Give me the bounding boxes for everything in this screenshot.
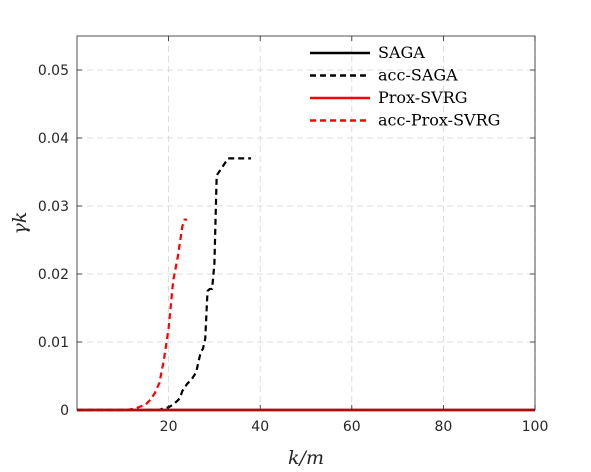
legend-label: acc-SAGA <box>378 66 458 85</box>
x-tick-label: 100 <box>522 419 549 435</box>
y-tick-label: 0.03 <box>38 199 69 215</box>
axis-ticks <box>77 36 536 411</box>
legend-label: Prox-SVRG <box>378 88 468 107</box>
x-tick-label: 20 <box>160 419 178 435</box>
series-line-acc-saga <box>77 157 252 412</box>
x-tick-label: 60 <box>343 419 361 435</box>
y-tick-label: 0.05 <box>38 63 69 79</box>
y-tick-label: 0.04 <box>38 131 69 147</box>
plot-area-background <box>77 36 535 410</box>
x-tick-label: 40 <box>251 419 269 435</box>
series-line-acc-prox-svrg <box>77 218 187 412</box>
y-tick-label: 0.01 <box>38 335 69 351</box>
x-axis-label: k/m <box>288 447 324 469</box>
legend-label: SAGA <box>378 43 425 62</box>
y-axis-label: γk <box>9 212 31 235</box>
y-tick-labels: 0 0.01 0.02 0.03 0.04 0.05 <box>38 63 69 419</box>
x-tick-label: 80 <box>434 419 452 435</box>
legend: SAGA acc-SAGA Prox-SVRG acc-Prox-SVRG <box>310 43 500 130</box>
y-tick-label: 0.02 <box>38 267 69 283</box>
legend-label: acc-Prox-SVRG <box>378 111 500 130</box>
plot-frame <box>76 35 536 411</box>
y-tick-label: 0 <box>60 403 69 419</box>
x-tick-labels: 20 40 60 80 100 <box>160 419 549 435</box>
